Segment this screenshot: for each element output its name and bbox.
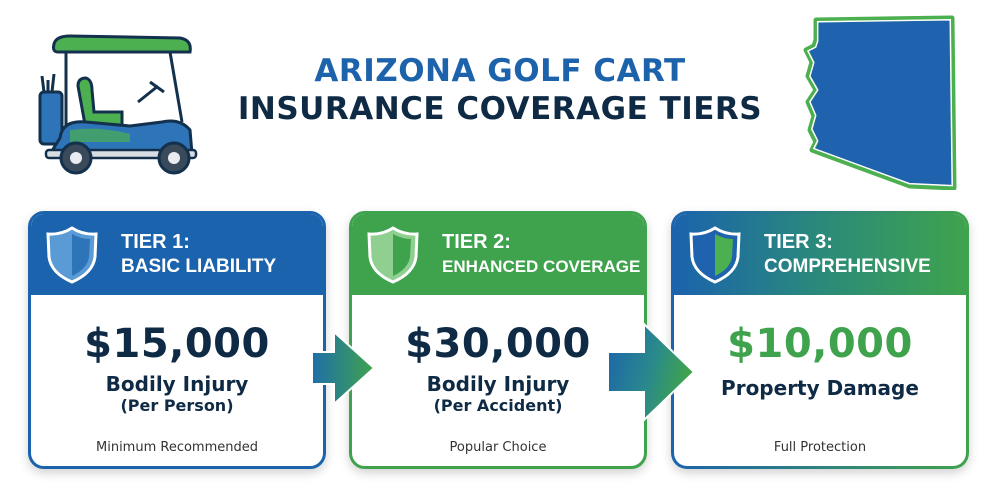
- tier-2-card: TIER 2: ENHANCED COVERAGE $30,000 Bodily…: [349, 211, 647, 469]
- tier-name: COMPREHENSIVE: [764, 255, 931, 277]
- title-line-1: ARIZONA GOLF CART: [314, 53, 686, 89]
- arizona-state-map-icon: [803, 15, 957, 190]
- tier-note: Popular Choice: [449, 440, 547, 455]
- coverage-amount: $15,000: [84, 321, 270, 367]
- shield-icon: [367, 225, 419, 284]
- tier-1-header: TIER 1: BASIC LIABILITY: [31, 214, 323, 295]
- tier-name: BASIC LIABILITY: [121, 255, 277, 277]
- tier-label: TIER 3:: [764, 230, 833, 253]
- coverage-label: Bodily Injury: [105, 372, 249, 396]
- tier-3-card: TIER 3: COMPREHENSIVE $10,000 Property D…: [671, 211, 969, 469]
- shield-icon: [689, 225, 741, 284]
- coverage-type: Bodily Injury (Per Accident): [352, 373, 644, 417]
- shield-icon: [46, 225, 98, 284]
- coverage-label: Property Damage: [721, 376, 919, 400]
- tier-name: ENHANCED COVERAGE: [442, 256, 641, 276]
- coverage-qualifier: (Per Person): [120, 396, 234, 415]
- tier-label: TIER 2:: [442, 230, 511, 253]
- tier-3-header: TIER 3: COMPREHENSIVE: [674, 214, 966, 295]
- tier-note: Minimum Recommended: [96, 440, 258, 455]
- title-line-2: INSURANCE COVERAGE TIERS: [237, 91, 763, 127]
- arrow-right-icon: [311, 330, 376, 406]
- tier-2-header: TIER 2: ENHANCED COVERAGE: [352, 214, 644, 295]
- arrow-right-icon: [607, 322, 696, 422]
- coverage-amount: $30,000: [405, 321, 591, 367]
- page-title: ARIZONA GOLF CART INSURANCE COVERAGE TIE…: [200, 52, 800, 128]
- coverage-amount: $10,000: [727, 321, 913, 367]
- coverage-label: Bodily Injury: [426, 372, 570, 396]
- coverage-qualifier: (Per Accident): [433, 396, 563, 415]
- tier-note: Full Protection: [773, 440, 867, 455]
- golf-cart-icon: [38, 34, 198, 175]
- tier-label: TIER 1:: [121, 230, 190, 253]
- coverage-type: Bodily Injury (Per Person): [31, 373, 323, 417]
- tier-1-card: TIER 1: BASIC LIABILITY $15,000 Bodily I…: [28, 211, 326, 469]
- coverage-type: Property Damage: [674, 377, 966, 399]
